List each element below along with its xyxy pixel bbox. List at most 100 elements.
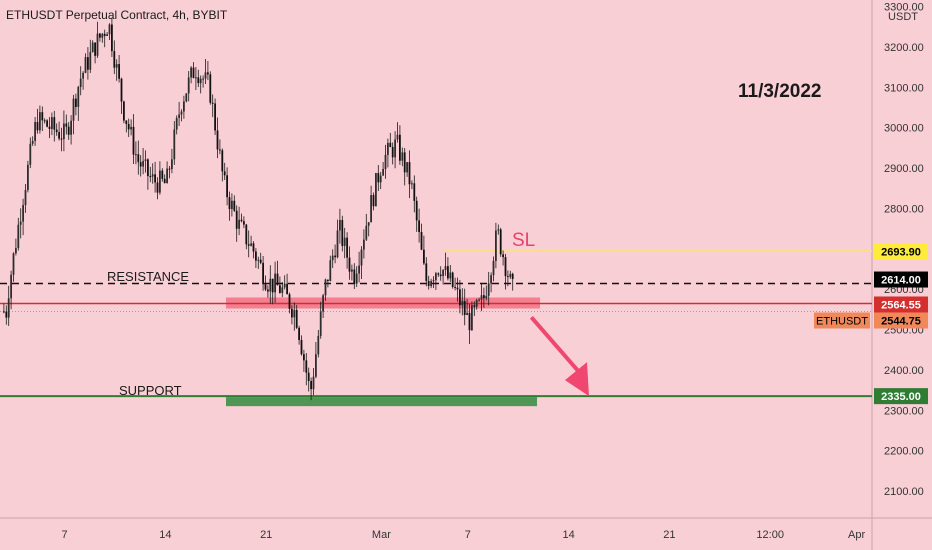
candle-body bbox=[161, 170, 164, 179]
candle-body bbox=[7, 298, 10, 318]
candles-group bbox=[3, 17, 514, 401]
candle-body bbox=[99, 33, 101, 38]
candle-body bbox=[331, 255, 334, 261]
candle-body bbox=[247, 244, 250, 246]
candle-body bbox=[495, 230, 497, 261]
candle-body bbox=[19, 221, 22, 225]
candle-body bbox=[387, 142, 389, 155]
candle-body bbox=[497, 229, 500, 231]
candle-body bbox=[51, 117, 53, 129]
candle-body bbox=[29, 143, 32, 165]
candle-body bbox=[396, 134, 399, 140]
candle-body bbox=[187, 77, 190, 94]
time-tick-label: 7 bbox=[465, 529, 471, 541]
candle-body bbox=[173, 129, 176, 160]
candle-body bbox=[418, 220, 420, 232]
candle-body bbox=[490, 275, 492, 284]
candle-body bbox=[87, 57, 89, 70]
candle-body bbox=[58, 132, 60, 139]
symbol-tag-label: ETHUSDT bbox=[816, 315, 868, 327]
candle-body bbox=[430, 281, 432, 287]
time-tick-label: 21 bbox=[663, 529, 675, 541]
candle-body bbox=[341, 220, 344, 246]
candle-body bbox=[267, 289, 269, 292]
candle-body bbox=[471, 305, 473, 331]
candle-body bbox=[226, 175, 228, 198]
candle-body bbox=[197, 77, 200, 84]
candle-body bbox=[343, 237, 346, 246]
candle-body bbox=[202, 78, 204, 80]
candle-body bbox=[96, 33, 99, 56]
candle-body bbox=[82, 72, 84, 79]
candle-body bbox=[271, 278, 274, 293]
candle-body bbox=[250, 243, 252, 246]
candle-body bbox=[207, 72, 209, 75]
candle-body bbox=[322, 295, 324, 312]
candle-body bbox=[10, 274, 12, 299]
candle-body bbox=[27, 164, 29, 190]
candle-body bbox=[257, 259, 260, 261]
candle-body bbox=[427, 280, 430, 287]
candle-body bbox=[192, 67, 195, 78]
time-axis-ticks: 7 14 21 Mar 7 14 21 12:00 Apr bbox=[62, 529, 866, 541]
candle-body bbox=[283, 283, 286, 288]
candle-body bbox=[351, 269, 353, 272]
candle-body bbox=[103, 33, 106, 37]
candle-body bbox=[389, 142, 392, 148]
time-tick-label: 21 bbox=[260, 529, 272, 541]
candle-body bbox=[348, 257, 351, 272]
candle-body bbox=[195, 77, 197, 79]
candle-body bbox=[228, 197, 231, 210]
candle-body bbox=[327, 279, 329, 281]
candle-body bbox=[307, 372, 310, 381]
candle-body bbox=[15, 248, 17, 254]
candle-body bbox=[442, 270, 444, 277]
candle-body bbox=[219, 149, 221, 151]
candle-body bbox=[75, 98, 77, 107]
candle-body bbox=[432, 280, 435, 282]
candle-body bbox=[480, 295, 483, 300]
candle-body bbox=[135, 154, 137, 156]
candle-body bbox=[252, 243, 255, 252]
projection-arrow-head bbox=[565, 362, 589, 397]
candle-body bbox=[190, 67, 192, 78]
candle-body bbox=[216, 130, 219, 150]
date-annotation: 11/3/2022 bbox=[738, 81, 821, 102]
candle-body bbox=[183, 101, 185, 112]
candle-body bbox=[65, 123, 68, 127]
candle-body bbox=[370, 195, 372, 223]
candle-body bbox=[295, 309, 298, 328]
candle-body bbox=[437, 273, 440, 275]
candle-body bbox=[89, 52, 92, 70]
candle-body bbox=[411, 183, 413, 185]
candle-body bbox=[420, 231, 423, 250]
candle-body bbox=[156, 182, 159, 193]
price-labels: 2693.90 2614.00 2564.55 2544.75 2335.00 ETHUS… bbox=[814, 243, 928, 405]
candle-body bbox=[425, 263, 428, 281]
time-tick-label: 14 bbox=[562, 529, 574, 541]
symbol-tag bbox=[814, 312, 870, 329]
candle-body bbox=[168, 168, 171, 170]
candle-body bbox=[175, 117, 178, 130]
candle-body bbox=[346, 237, 348, 258]
candle-body bbox=[223, 171, 226, 176]
candle-body bbox=[511, 273, 514, 279]
candle-body bbox=[435, 273, 437, 281]
candle-body bbox=[101, 33, 104, 38]
candle-body bbox=[166, 168, 168, 184]
price-tag-label: 2335.00 bbox=[881, 391, 921, 403]
price-tick-label: 3200.00 bbox=[884, 42, 924, 54]
candle-body bbox=[336, 230, 339, 258]
candle-body bbox=[353, 269, 356, 284]
candle-body bbox=[262, 262, 264, 285]
candle-body bbox=[379, 175, 382, 183]
candle-body bbox=[382, 168, 384, 176]
price-tag-label: 2544.75 bbox=[881, 315, 921, 327]
price-tag bbox=[874, 243, 928, 260]
support-zone bbox=[226, 397, 537, 407]
candle-body bbox=[485, 295, 488, 299]
time-tick-label: Mar bbox=[372, 529, 391, 541]
candle-body bbox=[209, 74, 212, 103]
